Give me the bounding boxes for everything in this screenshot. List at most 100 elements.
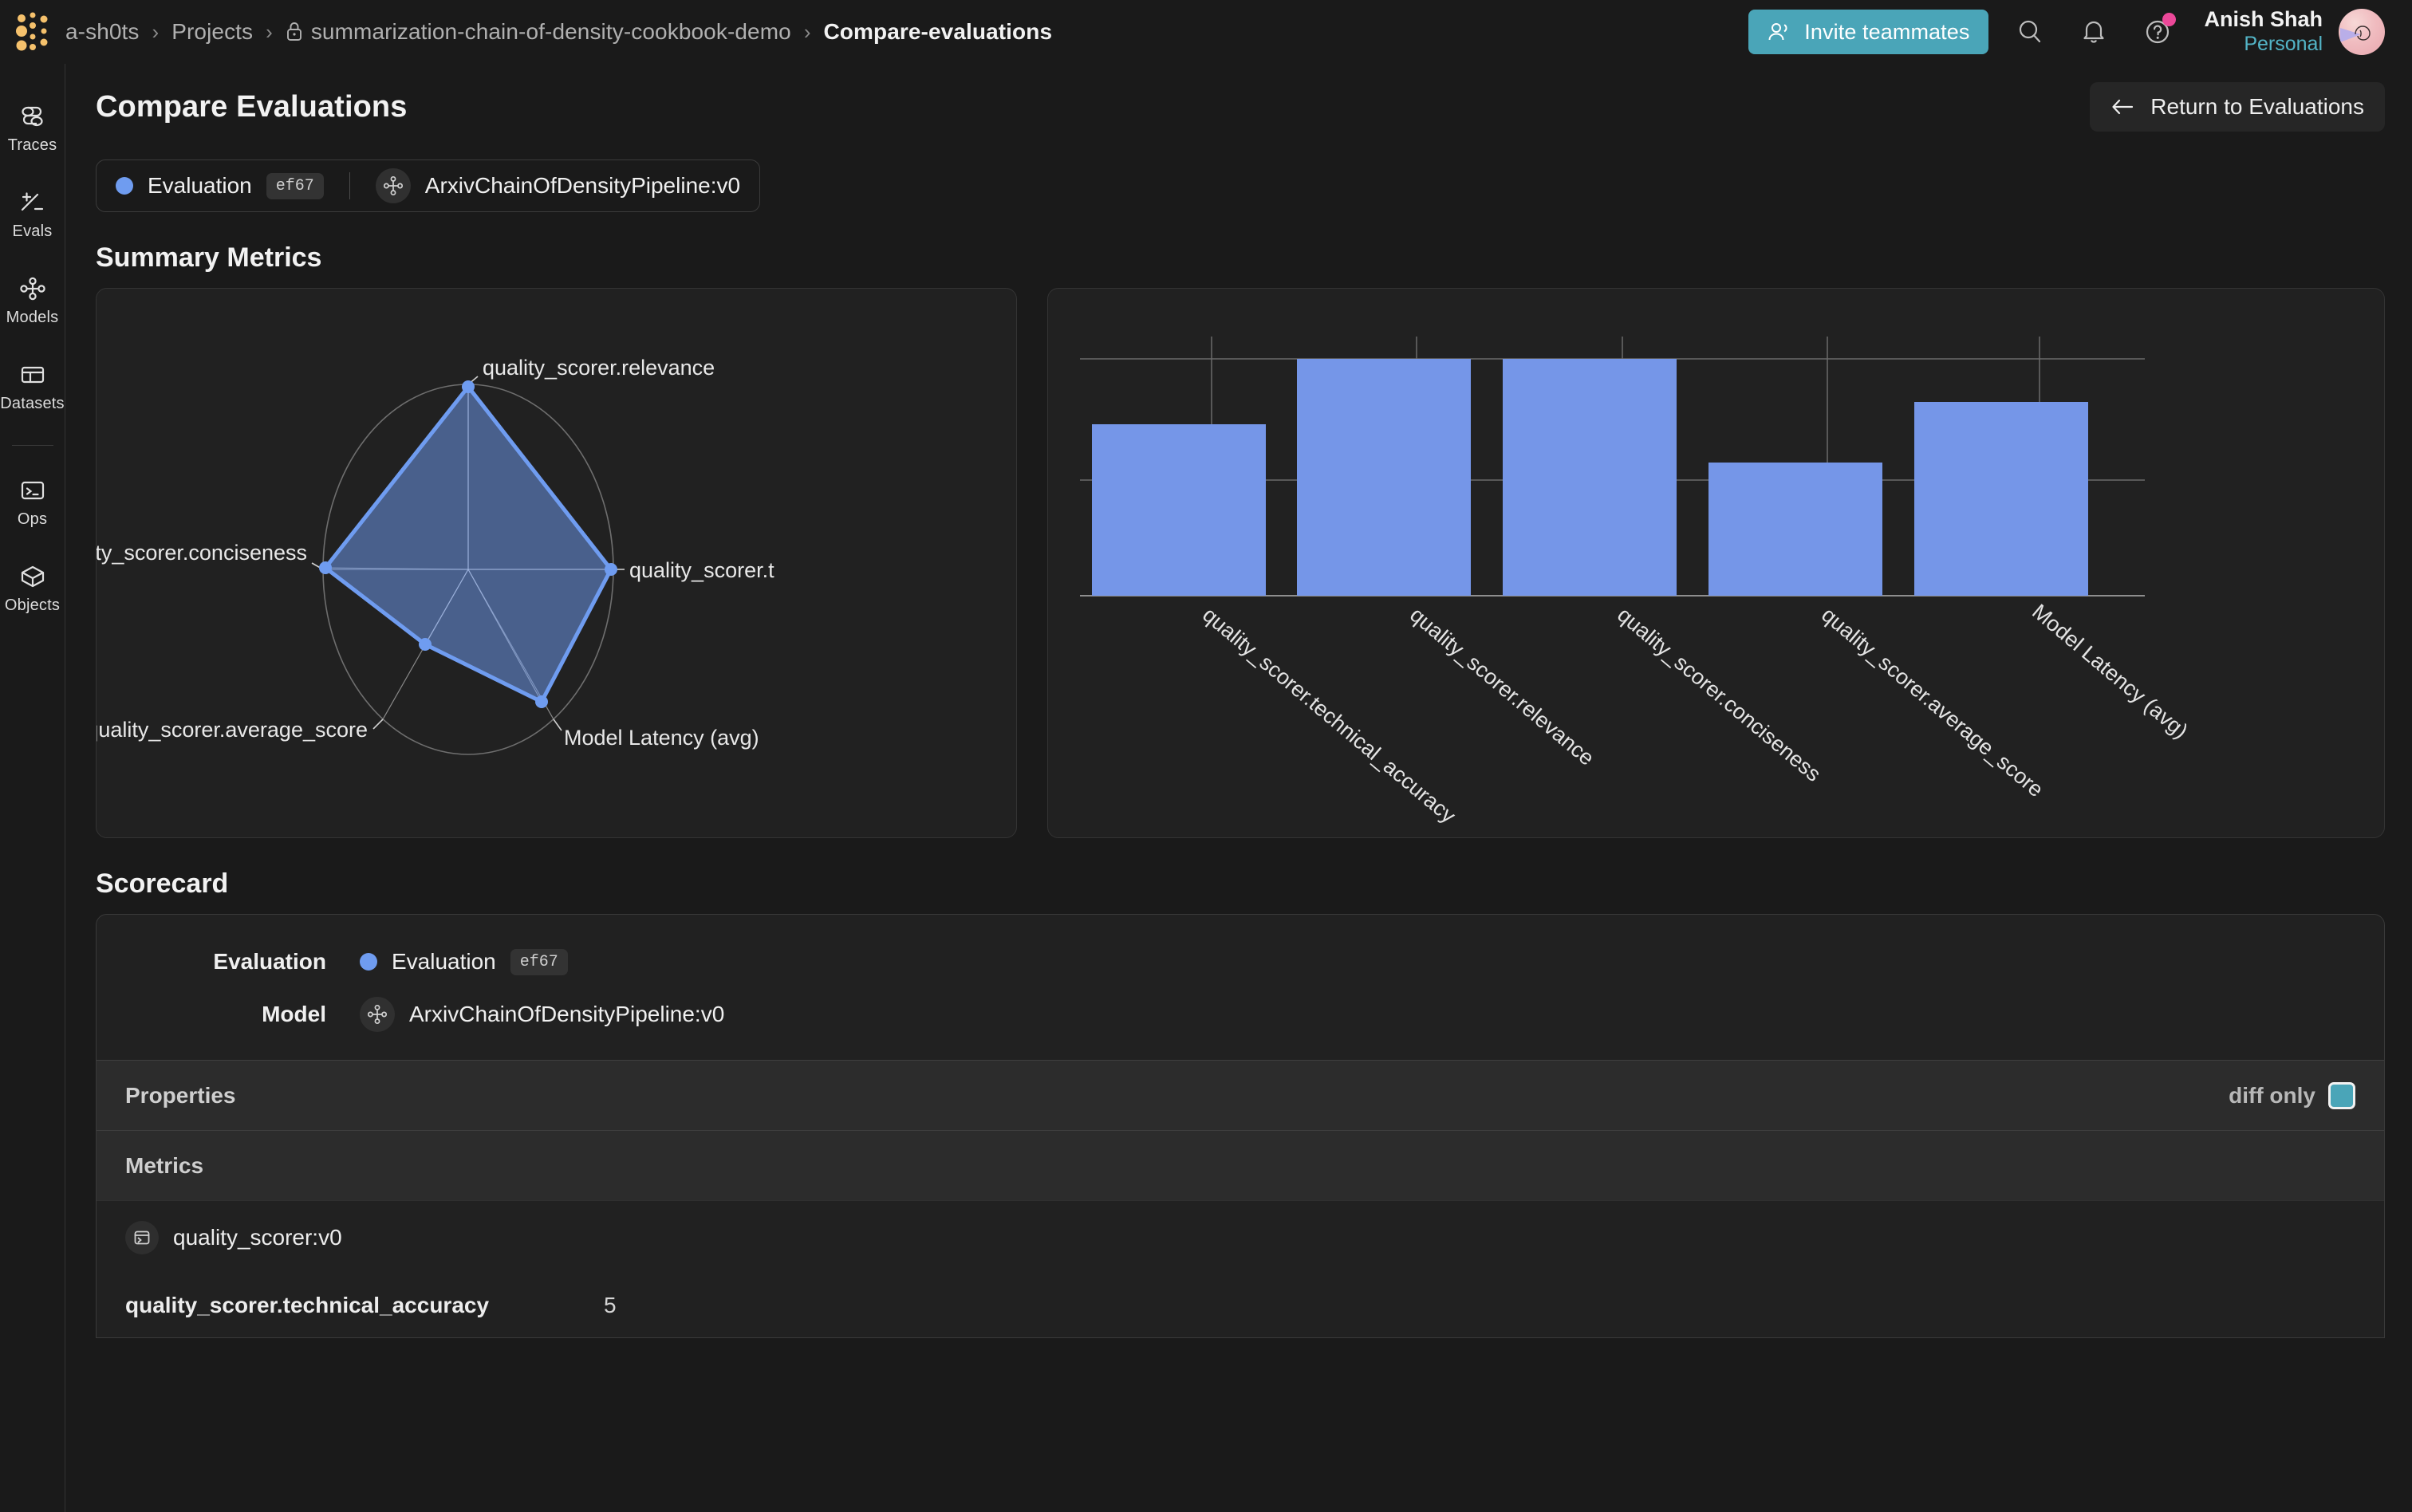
bell-icon <box>2082 18 2106 45</box>
evaluation-color-dot <box>116 177 133 195</box>
bar-chart-panel[interactable]: quality_scorer.technical_accuracy qualit… <box>1047 288 2385 838</box>
page-title: Compare Evaluations <box>96 89 408 124</box>
breadcrumb: a-sh0ts › Projects › summarization-chain… <box>65 19 1052 45</box>
main-content: Compare Evaluations Return to Evaluation… <box>65 64 2412 1512</box>
search-button[interactable] <box>2008 10 2052 54</box>
scorecard-meta: Evaluation Evaluation ef67 Model <box>97 915 2384 1060</box>
bar-x-label-0: quality_scorer.technical_accuracy <box>1198 603 1460 829</box>
wandb-logo-icon <box>16 12 48 51</box>
user-text: Anish Shah Personal <box>2204 7 2323 56</box>
help-button[interactable] <box>2135 10 2180 54</box>
traces-icon <box>18 104 47 129</box>
scorecard-model-value[interactable]: ArxivChainOfDensityPipeline:v0 <box>360 997 724 1032</box>
sidebar-item-evals[interactable]: Evals <box>0 179 65 249</box>
summary-metrics-title: Summary Metrics <box>96 242 322 273</box>
scorer-name: quality_scorer:v0 <box>173 1224 342 1250</box>
scorecard-model-row: Model ArxivChainOfDensityPipeline:v0 <box>97 988 2384 1041</box>
scorecard-title: Scorecard <box>96 868 229 899</box>
invite-teammates-button[interactable]: Invite teammates <box>1748 10 1989 54</box>
radar-axis-label-average-score: quality_scorer.average_score <box>97 718 368 742</box>
chip-divider <box>349 172 350 199</box>
evaluation-name: Evaluation <box>148 173 252 198</box>
avatar[interactable] <box>2339 8 2385 55</box>
models-icon <box>18 276 47 301</box>
return-button-label: Return to Evaluations <box>2150 94 2364 119</box>
model-icon <box>375 168 411 203</box>
bar-conciseness <box>1503 359 1677 596</box>
user-team: Personal <box>2244 33 2323 56</box>
metric-name: quality_scorer.technical_accuracy <box>125 1293 490 1317</box>
breadcrumb-separator: › <box>152 19 160 44</box>
radar-axis-label-model-latency: Model Latency (avg) <box>564 726 759 750</box>
sidebar-item-label: Traces <box>7 136 57 154</box>
ops-icon <box>18 478 47 503</box>
breadcrumb-item-current: Compare-evaluations <box>823 19 1053 44</box>
breadcrumb-item-project[interactable]: summarization-chain-of-density-cookbook-… <box>286 19 791 45</box>
sidebar-item-objects[interactable]: Objects <box>0 553 65 623</box>
metrics-label: Metrics <box>125 1152 204 1178</box>
scorecard-evaluation-name: Evaluation <box>392 949 496 974</box>
radar-chart-panel[interactable]: quality_scorer.relevance quality_scorer.… <box>96 288 1017 838</box>
breadcrumb-item-projects[interactable]: Projects <box>171 19 254 44</box>
radar-inner-spokes <box>325 387 611 703</box>
objects-icon <box>18 564 47 589</box>
scorecard-properties-band: Properties diff only <box>97 1060 2384 1130</box>
page-header: Compare Evaluations Return to Evaluation… <box>96 64 2385 150</box>
return-to-evaluations-button[interactable]: Return to Evaluations <box>2090 82 2385 132</box>
bar-x-label-1: quality_scorer.relevance <box>1405 603 1598 770</box>
scorecard-model-label: Model <box>262 1002 326 1026</box>
top-bar: a-sh0ts › Projects › summarization-chain… <box>0 0 2412 64</box>
bar-x-axis-labels: quality_scorer.technical_accuracy qualit… <box>1198 600 2193 829</box>
sidebar-item-label: Models <box>6 309 59 326</box>
sidebar-divider <box>11 445 53 446</box>
sidebar-item-label: Evals <box>12 222 53 240</box>
diff-only-label: diff only <box>2229 1082 2315 1108</box>
notifications-button[interactable] <box>2071 10 2116 54</box>
bar-x-label-3: quality_scorer.average_score <box>1817 603 2047 802</box>
sidebar-item-ops[interactable]: Ops <box>0 467 65 537</box>
search-icon <box>2016 18 2044 45</box>
table-row: quality_scorer.technical_accuracy 5 <box>97 1274 2384 1337</box>
bar-x-label-2: quality_scorer.conciseness <box>1613 603 1825 786</box>
scorecard-scorer-row[interactable]: quality_scorer:v0 <box>97 1200 2384 1274</box>
evaluation-color-dot <box>360 953 377 971</box>
scorer-terminal-icon <box>125 1220 159 1254</box>
bar-chart: quality_scorer.technical_accuracy qualit… <box>1080 337 2193 829</box>
properties-label: Properties <box>125 1082 236 1108</box>
breadcrumb-separator: › <box>803 19 811 44</box>
scorecard-metrics-band: Metrics <box>97 1130 2384 1200</box>
users-icon <box>1768 22 1791 42</box>
user-name: Anish Shah <box>2204 7 2323 32</box>
sidebar-item-traces[interactable]: Traces <box>0 93 65 163</box>
sidebar-item-datasets[interactable]: Datasets <box>0 351 65 421</box>
breadcrumb-project-label: summarization-chain-of-density-cookbook-… <box>310 19 791 44</box>
model-icon <box>360 997 395 1032</box>
scorecard-evaluation-label: Evaluation <box>213 949 326 974</box>
diff-only-toggle[interactable]: diff only <box>2229 1081 2355 1109</box>
bar-series <box>1092 359 2088 596</box>
radar-chart: quality_scorer.relevance quality_scorer.… <box>97 356 774 755</box>
sidebar-item-models[interactable]: Models <box>0 265 65 335</box>
diff-only-checkbox[interactable] <box>2328 1081 2355 1109</box>
body: Traces Evals <box>0 64 2412 1512</box>
user-menu[interactable]: Anish Shah Personal <box>2204 7 2385 56</box>
radar-vertices <box>319 380 617 708</box>
evaluation-chip[interactable]: Evaluation ef67 ArxivChainOfDensityPipel… <box>96 159 761 212</box>
breadcrumb-item-entity[interactable]: a-sh0ts <box>65 19 140 44</box>
invite-teammates-label: Invite teammates <box>1804 19 1970 44</box>
wandb-logo[interactable] <box>0 12 65 52</box>
avatar-doodle-icon <box>2355 26 2371 41</box>
bar-model-latency <box>1914 402 2088 596</box>
charts-row: quality_scorer.relevance quality_scorer.… <box>96 288 2385 838</box>
bar-technical-accuracy <box>1092 424 1266 596</box>
scorecard-model-name: ArxivChainOfDensityPipeline:v0 <box>409 1002 725 1026</box>
sidebar: Traces Evals <box>0 64 65 1512</box>
datasets-icon <box>18 362 47 388</box>
evals-icon <box>18 190 47 215</box>
metric-value: 5 <box>604 1293 617 1317</box>
notification-dot <box>2162 13 2177 26</box>
help-circle-icon <box>2143 18 2172 46</box>
scorecard-evaluation-value[interactable]: Evaluation ef67 <box>360 948 568 975</box>
scorecard: Evaluation Evaluation ef67 Model <box>96 914 2385 1338</box>
